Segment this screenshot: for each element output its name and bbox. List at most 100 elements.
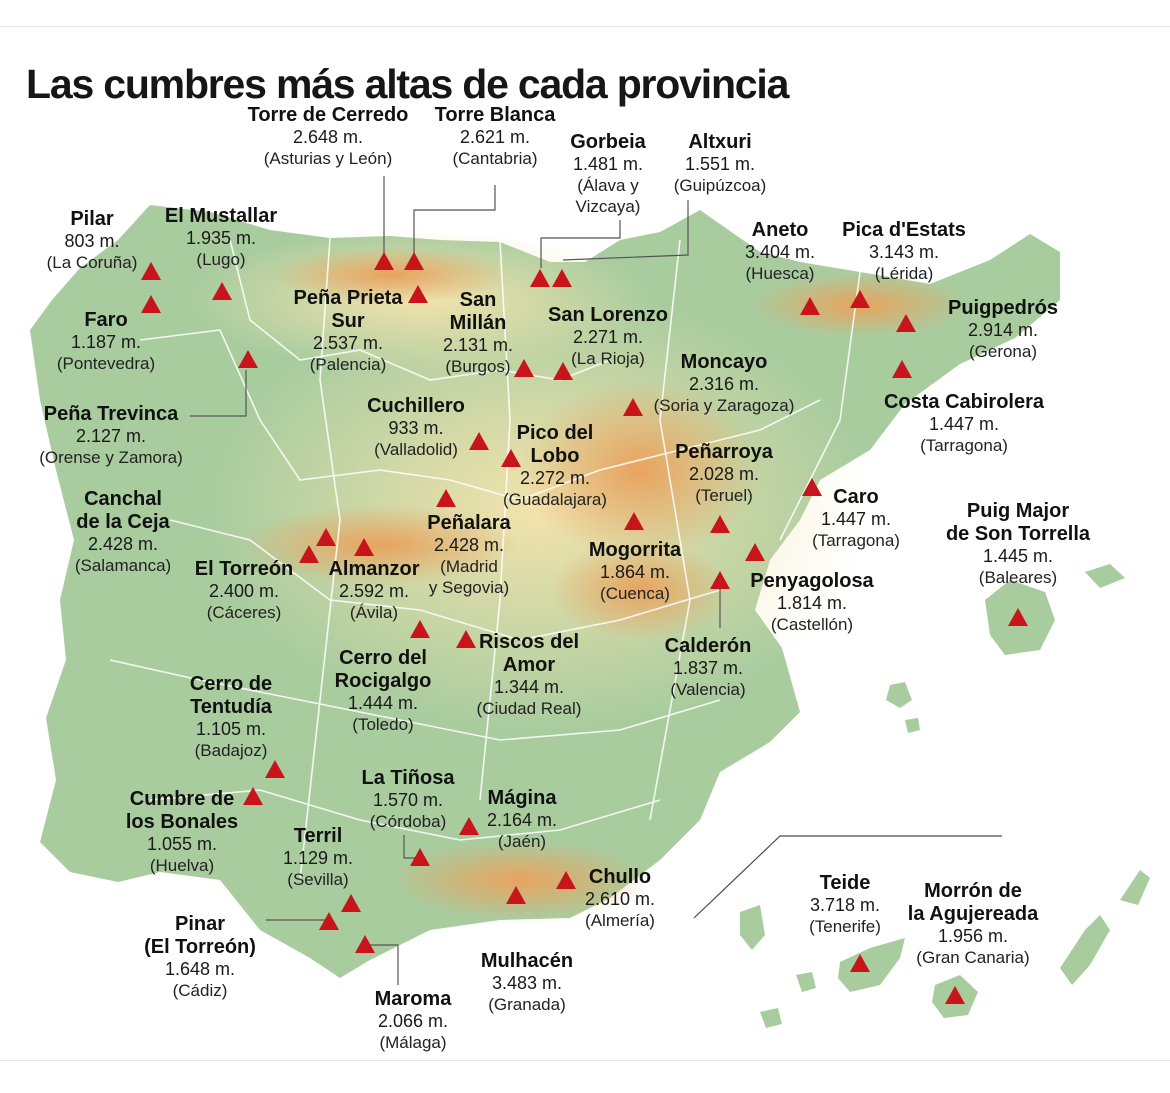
peak-label: Mogorrita 1.864 m. (Cuenca) bbox=[589, 539, 681, 604]
peak-name: Amor bbox=[502, 654, 556, 676]
peak-elevation: 933 m. bbox=[388, 418, 444, 438]
peak-label: Gorbeia 1.481 m. (Álava y Vizcaya) bbox=[570, 131, 646, 217]
canary-inset-frame bbox=[693, 835, 1002, 919]
peak-label: Altxuri 1.551 m. (Guipúzcoa) bbox=[674, 131, 767, 196]
peak-label: Morrón de la Agujereada 1.956 m. (Gran Cana… bbox=[908, 880, 1038, 968]
peak-name: la Agujereada bbox=[907, 903, 1039, 925]
peak-label: La Tiñosa 1.570 m. (Córdoba) bbox=[362, 767, 455, 832]
peak-name: Peñalara bbox=[427, 512, 511, 534]
peak-name: Almanzor bbox=[328, 558, 420, 580]
peak-name: El Torreón bbox=[194, 558, 294, 580]
leader-lines bbox=[190, 176, 721, 985]
peak-marker-icon bbox=[141, 262, 161, 280]
peak-marker-icon bbox=[530, 269, 550, 287]
peak-label: Cumbre de los Bonales 1.055 m. (Huelva) bbox=[126, 788, 238, 876]
peak-elevation: 1.055 m. bbox=[146, 834, 218, 854]
peak-name: Aneto bbox=[751, 219, 809, 241]
peak-marker-icon bbox=[802, 478, 822, 496]
peak-label: Pilar 803 m. (La Coruña) bbox=[47, 208, 138, 273]
peak-label: El Torreón 2.400 m. (Cáceres) bbox=[195, 558, 294, 623]
peak-elevation: 1.447 m. bbox=[820, 509, 892, 529]
peak-name: Pico del bbox=[516, 422, 594, 444]
peak-label: Caro 1.447 m. (Tarragona) bbox=[812, 486, 900, 551]
relief-cuenca bbox=[550, 540, 730, 640]
peak-name: Altxuri bbox=[688, 131, 752, 153]
peak-name: Riscos del bbox=[478, 631, 580, 653]
peak-elevation: 2.914 m. bbox=[967, 320, 1039, 340]
peak-name: Mágina bbox=[487, 787, 557, 809]
peak-province: (Sevilla) bbox=[287, 870, 349, 889]
peak-marker-icon bbox=[355, 935, 375, 953]
peak-marker-icon bbox=[896, 314, 916, 332]
peak-marker-icon bbox=[141, 295, 161, 313]
peak-province: (La Rioja) bbox=[571, 349, 645, 368]
province-borders bbox=[109, 237, 861, 881]
peak-province: (Madrid bbox=[440, 557, 498, 576]
top-rule bbox=[0, 26, 1170, 27]
peak-marker-icon bbox=[341, 894, 361, 912]
peak-marker-icon bbox=[506, 886, 526, 904]
peak-elevation: 2.537 m. bbox=[312, 333, 384, 353]
peak-markers bbox=[141, 252, 1028, 1004]
peak-label: Faro 1.187 m. (Pontevedra) bbox=[57, 309, 155, 374]
el-hierro-island bbox=[760, 1008, 782, 1028]
peak-marker-icon bbox=[316, 528, 336, 546]
peak-marker-icon bbox=[710, 515, 730, 533]
peak-elevation: 3.483 m. bbox=[491, 973, 563, 993]
peak-marker-icon bbox=[800, 297, 820, 315]
peak-name: San bbox=[459, 289, 497, 311]
peak-label: Terril 1.129 m. (Sevilla) bbox=[283, 825, 353, 890]
peak-province: (Cantabria) bbox=[452, 149, 538, 168]
peak-elevation: 803 m. bbox=[64, 231, 120, 251]
peak-elevation: 3.718 m. bbox=[809, 895, 881, 915]
peak-province: (Toledo) bbox=[352, 715, 414, 734]
peak-name: Penyagolosa bbox=[750, 570, 874, 592]
peak-name: Pilar bbox=[70, 208, 114, 230]
peak-name: Cuchillero bbox=[367, 395, 465, 417]
peak-label: Puigpedrós 2.914 m. (Gerona) bbox=[948, 297, 1058, 362]
peak-elevation: 2.648 m. bbox=[292, 127, 364, 147]
peak-marker-icon bbox=[710, 571, 730, 589]
peak-province: (Ciudad Real) bbox=[476, 699, 582, 718]
peak-province: (Guadalajara) bbox=[503, 490, 607, 509]
peak-province: (La Coruña) bbox=[46, 253, 138, 272]
peak-province: (Huelva) bbox=[149, 856, 215, 875]
peak-label: Almanzor 2.592 m. (Ávila) bbox=[328, 558, 419, 623]
peak-elevation: 1.187 m. bbox=[70, 332, 142, 352]
peak-label: Canchal de la Ceja 2.428 m. (Salamanca) bbox=[75, 488, 171, 576]
peak-marker-icon bbox=[354, 538, 374, 556]
peak-name: Pica d'Estats bbox=[842, 219, 966, 241]
peak-elevation: 2.272 m. bbox=[519, 468, 591, 488]
peak-name: Terril bbox=[293, 825, 343, 847]
peak-label: Teide 3.718 m. (Tenerife) bbox=[809, 872, 881, 937]
peak-name: El Mustallar bbox=[164, 205, 278, 227]
formentera-island bbox=[905, 718, 920, 733]
peak-label: Aneto 3.404 m. (Huesca) bbox=[745, 219, 815, 284]
peak-elevation: 3.404 m. bbox=[744, 242, 816, 262]
peak-marker-icon bbox=[745, 543, 765, 561]
peak-marker-icon bbox=[892, 360, 912, 378]
peak-elevation: 1.481 m. bbox=[572, 154, 644, 174]
peak-elevation: 1.551 m. bbox=[684, 154, 756, 174]
peak-province: (Huesca) bbox=[745, 264, 815, 283]
peak-label: Puig Major de Son Torrella 1.445 m. (Balear… bbox=[946, 500, 1090, 588]
peak-province: (Lérida) bbox=[874, 264, 934, 283]
peak-name: San Lorenzo bbox=[547, 304, 669, 326]
peak-elevation: 1.570 m. bbox=[372, 790, 444, 810]
peak-province: Vizcaya) bbox=[575, 197, 641, 216]
peak-province: (Castellón) bbox=[770, 615, 854, 634]
peak-name: La Tiñosa bbox=[361, 767, 455, 789]
la-palma-island bbox=[740, 905, 765, 950]
ibiza-island bbox=[886, 682, 912, 708]
peak-province: (Cáceres) bbox=[206, 603, 282, 622]
peak-province: (Tarragona) bbox=[920, 436, 1008, 455]
peak-elevation: 2.164 m. bbox=[486, 810, 558, 830]
peak-elevation: 1.445 m. bbox=[982, 546, 1054, 566]
peak-province: (Córdoba) bbox=[369, 812, 447, 831]
peak-name: Morrón de bbox=[924, 880, 1022, 902]
peak-province: (Gerona) bbox=[968, 342, 1038, 361]
peak-name: Peña Prieta bbox=[293, 287, 403, 309]
peak-label: Mágina 2.164 m. (Jaén) bbox=[487, 787, 557, 852]
relief-betic bbox=[390, 840, 650, 920]
